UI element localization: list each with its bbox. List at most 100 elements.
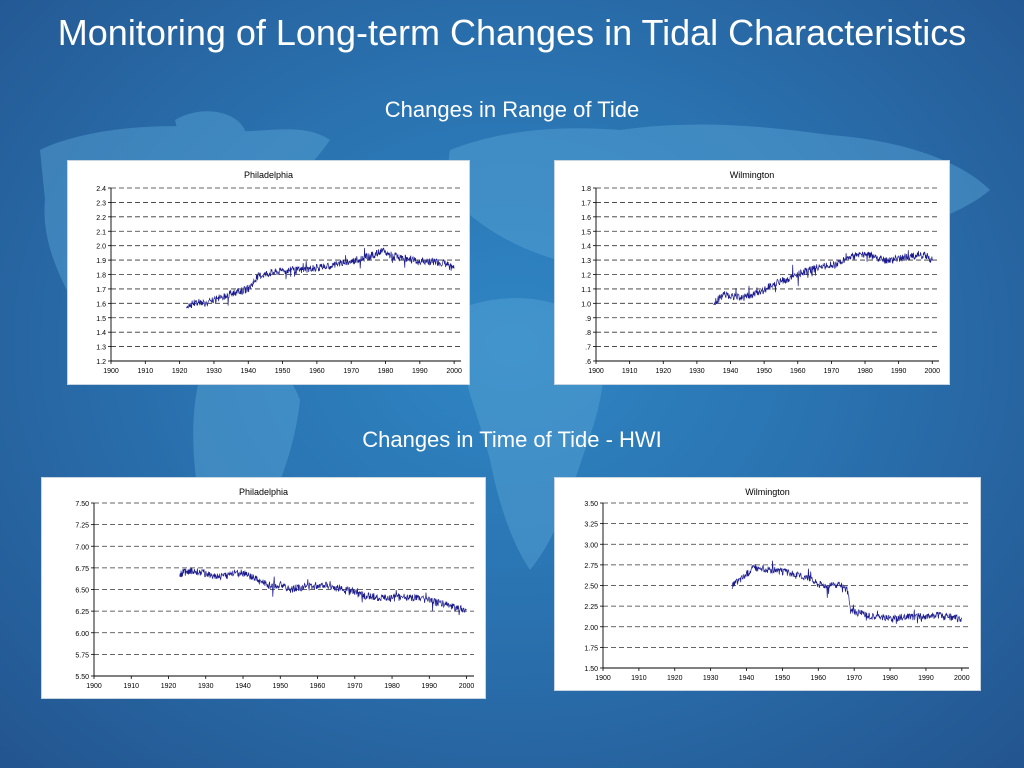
- series-line: [179, 567, 467, 616]
- chart-wilmington-hwi-svg: Wilmington 1.50 1.75 2.00 2.25 2.50 2.75 3.00 3.…: [584, 487, 970, 682]
- y-tick-label: 5.50: [75, 674, 89, 681]
- y-tick-label: 1.1: [581, 287, 591, 294]
- y-tick-label: 1.5: [96, 316, 106, 323]
- x-tick-label: 1910: [138, 368, 154, 375]
- y-tick-label: 3.00: [584, 542, 598, 549]
- y-tick-label: 1.3: [96, 345, 106, 352]
- x-tick-label: 1910: [631, 675, 647, 682]
- slide-title: Monitoring of Long-term Changes in Tidal…: [57, 12, 967, 53]
- x-tick-label: 1970: [846, 675, 862, 682]
- y-tick-label: 1.4: [581, 244, 591, 251]
- chart-wilmington-hwi: Wilmington 1.50 1.75 2.00 2.25 2.50 2.75 3.00 3.…: [554, 477, 981, 691]
- x-tick-label: 2000: [459, 683, 475, 690]
- y-tick-label: 1.0: [581, 301, 591, 308]
- y-tick-label: 5.75: [75, 652, 89, 659]
- x-tick-label: 1960: [310, 683, 326, 690]
- y-tick-label: 2.0: [96, 244, 106, 251]
- chart-philadelphia-hwi: Philadelphia 5.50 5.75 6.00 6.25 6.50 6.75 7.00…: [41, 477, 486, 699]
- y-tick-label: 7.25: [75, 523, 89, 530]
- section-title-time: Changes in Time of Tide - HWI: [362, 427, 662, 452]
- x-tick-label: 1940: [235, 683, 251, 690]
- x-tick-label: 1970: [824, 368, 840, 375]
- y-tick-label: 1.3: [581, 258, 591, 265]
- y-tick-label: 2.75: [584, 563, 598, 570]
- y-tick-label: 1.8: [96, 273, 106, 280]
- x-tick-label: 1910: [123, 683, 139, 690]
- chart-philadelphia-range: Philadelphia 1.2 1.3 1.4 1.5 1.6 1.7 1.8 1.9 2.0 2…: [67, 160, 470, 385]
- x-tick-label: 1980: [857, 368, 873, 375]
- x-tick-label: 2000: [446, 368, 462, 375]
- x-tick-label: 1940: [240, 368, 256, 375]
- x-tick-label: 1920: [172, 368, 188, 375]
- x-tick-label: 1990: [918, 675, 934, 682]
- x-tick-label: 1950: [275, 368, 291, 375]
- y-tick-label: 1.7: [96, 287, 106, 294]
- x-tick-label: 1920: [161, 683, 177, 690]
- x-tick-label: 1970: [343, 368, 359, 375]
- chart-title: Wilmington: [730, 170, 775, 180]
- chart-wilmington-range: Wilmington .6 .7 .8 .9 1.0 1.1 1.2 1.3 1.4 1.5 1.6 1…: [554, 160, 950, 385]
- x-tick-label: 1990: [412, 368, 428, 375]
- x-tick-label: 1900: [595, 675, 611, 682]
- y-tick-label: 7.50: [75, 501, 89, 508]
- y-tick-label: .7: [585, 345, 591, 352]
- x-tick-label: 1940: [723, 368, 739, 375]
- y-tick-label: 6.25: [75, 609, 89, 616]
- x-tick-label: 1900: [588, 368, 604, 375]
- y-tick-label: 1.8: [581, 186, 591, 193]
- y-tick-label: 2.4: [96, 186, 106, 193]
- y-tick-label: 1.5: [581, 229, 591, 236]
- x-tick-label: 1920: [655, 368, 671, 375]
- x-tick-label: 1970: [347, 683, 363, 690]
- x-tick-label: 1980: [378, 368, 394, 375]
- y-tick-label: 3.50: [584, 501, 598, 508]
- series-line: [186, 247, 455, 309]
- y-tick-label: 1.50: [584, 666, 598, 673]
- x-tick-label: 1990: [891, 368, 907, 375]
- chart-title: Philadelphia: [239, 487, 288, 497]
- chart-wilmington-range-svg: Wilmington .6 .7 .8 .9 1.0 1.1 1.2 1.3 1.4 1.5 1.6 1…: [581, 170, 940, 375]
- x-tick-label: 1930: [689, 368, 705, 375]
- y-tick-label: 1.9: [96, 258, 106, 265]
- x-tick-label: 1960: [309, 368, 325, 375]
- y-tick-label: 2.2: [96, 215, 106, 222]
- y-tick-label: 1.4: [96, 330, 106, 337]
- y-tick-label: 2.1: [96, 229, 106, 236]
- x-tick-label: 2000: [924, 368, 940, 375]
- y-tick-label: 2.50: [584, 584, 598, 591]
- x-tick-label: 1940: [739, 675, 755, 682]
- y-tick-label: .6: [585, 359, 591, 366]
- y-tick-label: 3.25: [584, 522, 598, 529]
- y-tick-label: 1.2: [581, 273, 591, 280]
- x-tick-label: 1980: [384, 683, 400, 690]
- y-tick-label: 1.6: [96, 301, 106, 308]
- x-tick-label: 1930: [198, 683, 214, 690]
- x-tick-label: 1900: [86, 683, 102, 690]
- y-tick-label: .8: [585, 330, 591, 337]
- x-tick-label: 1990: [422, 683, 438, 690]
- series-line: [713, 250, 933, 306]
- x-tick-label: 1960: [790, 368, 806, 375]
- section-title-range: Changes in Range of Tide: [384, 97, 640, 122]
- y-tick-label: 2.3: [96, 200, 106, 207]
- chart-philadelphia-hwi-svg: Philadelphia 5.50 5.75 6.00 6.25 6.50 6.75 7.00…: [75, 487, 475, 690]
- y-tick-label: 1.2: [96, 359, 106, 366]
- y-tick-label: 1.6: [581, 215, 591, 222]
- x-tick-label: 1930: [206, 368, 222, 375]
- y-tick-label: 6.75: [75, 566, 89, 573]
- y-tick-label: 2.25: [584, 604, 598, 611]
- chart-title: Philadelphia: [244, 170, 293, 180]
- x-tick-label: 2000: [954, 675, 970, 682]
- x-tick-label: 1980: [882, 675, 898, 682]
- x-tick-label: 1900: [103, 368, 119, 375]
- y-tick-label: 7.00: [75, 544, 89, 551]
- chart-philadelphia-range-svg: Philadelphia 1.2 1.3 1.4 1.5 1.6 1.7 1.8 1.9 2.0 2…: [96, 170, 462, 375]
- x-tick-label: 1950: [775, 675, 791, 682]
- y-tick-label: .9: [585, 316, 591, 323]
- y-tick-label: 2.00: [584, 625, 598, 632]
- chart-title: Wilmington: [745, 487, 790, 497]
- x-tick-label: 1950: [272, 683, 288, 690]
- x-tick-label: 1930: [703, 675, 719, 682]
- y-tick-label: 1.75: [584, 645, 598, 652]
- y-tick-label: 6.00: [75, 631, 89, 638]
